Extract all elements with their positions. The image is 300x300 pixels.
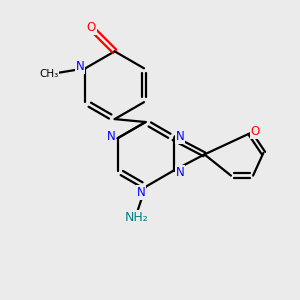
Text: CH₃: CH₃ — [39, 69, 58, 79]
Text: N: N — [137, 186, 146, 199]
Text: O: O — [251, 125, 260, 138]
Text: NH₂: NH₂ — [125, 211, 148, 224]
Text: O: O — [86, 21, 96, 34]
Text: N: N — [176, 166, 184, 178]
Text: N: N — [107, 130, 116, 143]
Text: N: N — [76, 60, 84, 73]
Text: N: N — [176, 130, 184, 143]
